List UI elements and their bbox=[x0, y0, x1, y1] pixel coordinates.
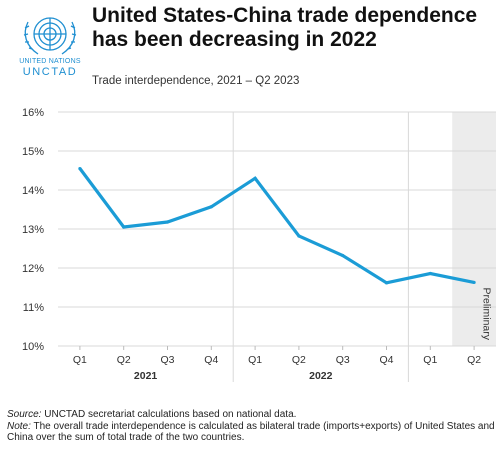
line-chart: 10% 11% 12% 13% 14% 15% 16% Q1 Q2 Q3 Q4 Q1 Q2 Q3 Q4 Q1 Q… bbox=[22, 107, 496, 382]
x-tick-label: Q3 bbox=[336, 354, 350, 366]
preliminary-label: Preliminary bbox=[481, 287, 493, 340]
y-tick-label: 15% bbox=[22, 146, 44, 158]
x-tick-label: Q2 bbox=[467, 354, 481, 366]
logo-caption-bottom: UNCTAD bbox=[22, 66, 78, 78]
x-tick-label: Q4 bbox=[379, 354, 393, 366]
chart-title: United States-China trade dependence has… bbox=[92, 4, 478, 51]
data-point bbox=[384, 281, 389, 285]
note-text: The overall trade interdependence is cal… bbox=[7, 420, 495, 444]
y-tick-label: 13% bbox=[22, 224, 44, 236]
x-tick-label: Q1 bbox=[73, 354, 87, 366]
year-group-label: 2021 bbox=[134, 370, 158, 382]
x-tick-label: Q3 bbox=[160, 354, 174, 366]
year-group-label: 2022 bbox=[309, 370, 333, 382]
chart-subtitle: Trade interdependence, 2021 – Q2 2023 bbox=[92, 75, 300, 87]
x-tick-label: Q2 bbox=[292, 354, 306, 366]
x-tick-label: Q1 bbox=[248, 354, 262, 366]
source-label: Source: bbox=[7, 409, 42, 420]
x-tick-label: Q4 bbox=[204, 354, 218, 366]
data-point bbox=[209, 205, 213, 209]
y-tick-label: 14% bbox=[22, 185, 44, 197]
x-tick-label: Q1 bbox=[423, 354, 437, 366]
y-tick-label: 10% bbox=[22, 341, 44, 353]
y-tick-label: 11% bbox=[23, 302, 44, 314]
note-line: Note: The overall trade interdependence … bbox=[7, 421, 502, 444]
data-point bbox=[165, 220, 170, 224]
data-point bbox=[341, 253, 345, 258]
series-line bbox=[78, 167, 475, 285]
un-emblem-icon bbox=[23, 17, 77, 55]
y-tick-label: 12% bbox=[22, 263, 44, 275]
data-point bbox=[297, 234, 301, 238]
data-point bbox=[122, 225, 126, 229]
footnote: Source: UNCTAD secretariat calculations … bbox=[7, 409, 502, 444]
y-tick-label: 16% bbox=[22, 107, 44, 119]
data-point bbox=[253, 176, 257, 180]
data-point bbox=[78, 166, 82, 171]
data-point bbox=[428, 271, 432, 276]
note-label: Note: bbox=[7, 420, 31, 432]
x-tick-label: Q2 bbox=[117, 354, 131, 366]
source-text: UNCTAD secretariat calculations based on… bbox=[41, 409, 297, 420]
source-line: Source: UNCTAD secretariat calculations … bbox=[7, 409, 502, 421]
data-point bbox=[472, 280, 476, 285]
logo-caption-top: UNITED NATIONS bbox=[19, 58, 81, 65]
